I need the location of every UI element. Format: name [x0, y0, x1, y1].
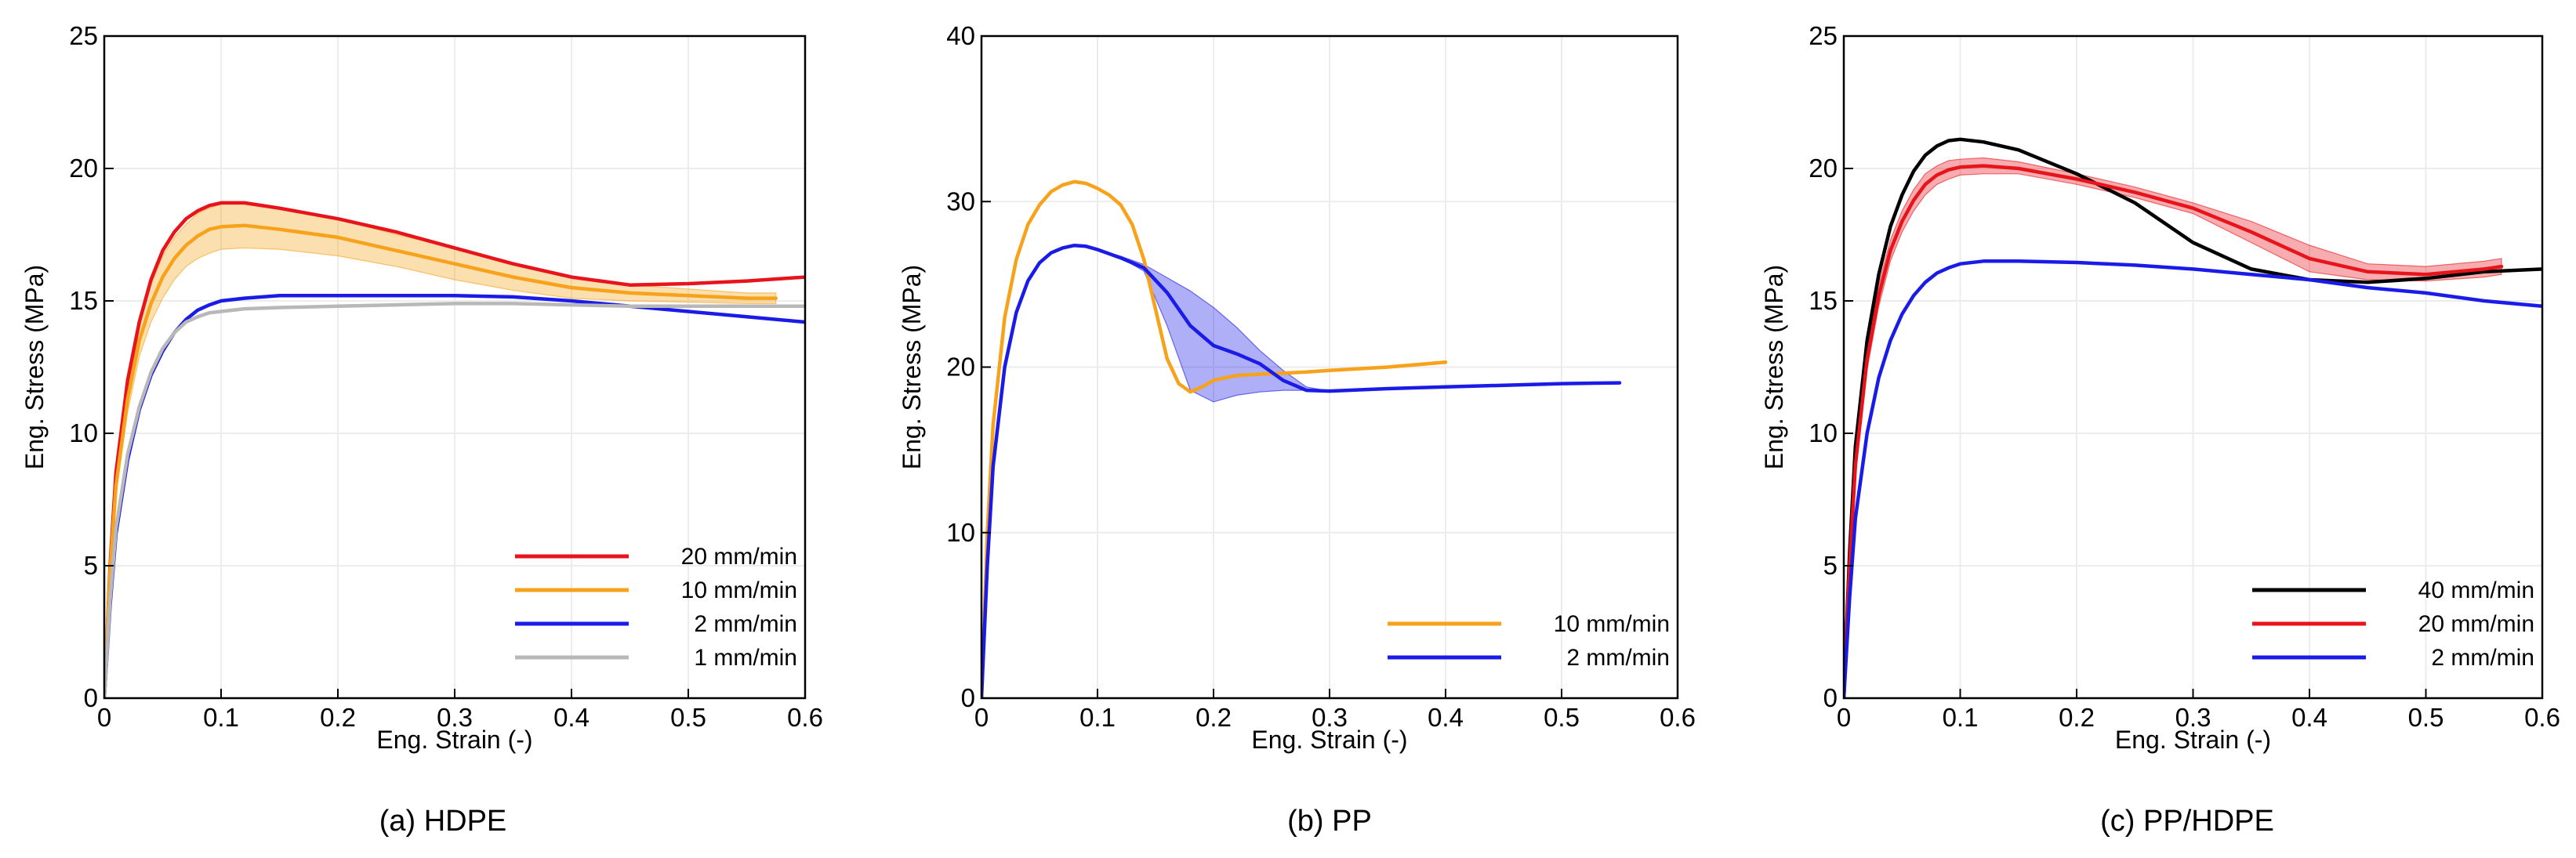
x-tick-label: 0.1 [1079, 703, 1116, 732]
legend-label: 10 mm/min [681, 577, 797, 603]
x-axis-title: Eng. Strain (-) [1251, 726, 1407, 754]
legend-label: 2 mm/min [694, 611, 797, 637]
series-line-2-mm-min [1844, 259, 2542, 698]
x-tick-label: 0 [974, 703, 989, 732]
x-axis-title: Eng. Strain (-) [2115, 726, 2271, 754]
y-tick-label: 0 [84, 683, 98, 712]
chart-panel-2: 0 0.1 0.2 0.3 0.4 0.5 0.6 0 10 20 30 40 Eng. Strain … [898, 21, 1696, 838]
x-tick-label: 0.3 [437, 703, 473, 732]
y-tick-label: 20 [1809, 154, 1838, 183]
y-tick-label: 10 [1809, 418, 1838, 447]
y-tick-label: 15 [69, 286, 98, 315]
x-tick-label: 0.6 [2524, 703, 2560, 732]
x-tick-label: 0.1 [1943, 703, 1979, 732]
x-tick-label: 0.3 [1312, 703, 1348, 732]
legend: 40 mm/min 20 mm/min 2 mm/min [2252, 577, 2534, 671]
x-tick-label: 0.5 [2408, 703, 2444, 732]
x-tick-label: 0.5 [670, 703, 706, 732]
y-tick-label: 40 [946, 21, 975, 50]
series-line-2-mm-min [981, 243, 1622, 698]
panel-caption: (b) PP [1287, 805, 1372, 838]
x-tick-label: 0.5 [1544, 703, 1580, 732]
y-tick-label: 20 [69, 154, 98, 183]
data-layer [1844, 137, 2542, 698]
series-line-1-mm-min [104, 302, 805, 698]
x-tick-label: 0.4 [1428, 703, 1464, 732]
y-tick-label: 0 [1823, 683, 1838, 712]
y-axis-title: Eng. Stress (MPa) [20, 265, 49, 469]
x-tick-label: 0.3 [2175, 703, 2211, 732]
x-tick-label: 0.4 [2291, 703, 2327, 732]
data-layer [104, 201, 805, 698]
y-tick-label: 10 [69, 418, 98, 447]
legend-label: 20 mm/min [2418, 611, 2534, 637]
y-axis-title: Eng. Stress (MPa) [898, 265, 926, 469]
y-tick-label: 25 [1809, 21, 1838, 50]
chart-panel-1: 0 0.1 0.2 0.3 0.4 0.5 0.6 0 5 10 15 20 25 Eng. Strain… [20, 21, 823, 838]
x-tick-label: 0.2 [2059, 703, 2095, 732]
x-tick-label: 0 [97, 703, 111, 732]
x-tick-label: 0.6 [1660, 703, 1696, 732]
legend-label: 2 mm/min [1566, 645, 1670, 671]
y-tick-label: 20 [946, 353, 975, 382]
x-tick-label: 0.6 [787, 703, 823, 732]
x-axis-title: Eng. Strain (-) [376, 726, 532, 754]
series-line-20-mm-min [104, 201, 805, 698]
x-tick-label: 0.4 [553, 703, 590, 732]
y-tick-label: 10 [946, 518, 975, 547]
legend: 20 mm/min 10 mm/min 2 mm/min 1 mm/min [515, 544, 797, 671]
legend-label: 1 mm/min [694, 645, 797, 671]
legend: 10 mm/min 2 mm/min [1388, 611, 1670, 671]
legend-label: 20 mm/min [681, 544, 797, 570]
y-tick-label: 30 [946, 186, 975, 215]
y-tick-label: 5 [84, 551, 98, 580]
x-tick-label: 0.1 [203, 703, 239, 732]
legend-label: 40 mm/min [2418, 577, 2534, 603]
panel-caption: (a) HDPE [379, 805, 507, 838]
y-tick-label: 25 [69, 21, 98, 50]
legend-label: 10 mm/min [1554, 611, 1670, 637]
chart-panel-3: 0 0.1 0.2 0.3 0.4 0.5 0.6 0 5 10 15 20 25 Eng. Strain… [1760, 21, 2560, 838]
data-layer [981, 179, 1622, 698]
x-tick-label: 0 [1837, 703, 1851, 732]
x-tick-label: 0.2 [320, 703, 356, 732]
y-axis-title: Eng. Stress (MPa) [1760, 265, 1788, 469]
series-line-10-mm-min [981, 179, 1448, 698]
y-tick-label: 5 [1823, 551, 1838, 580]
series-line-20-mm-min [1844, 164, 2504, 698]
panel-caption: (c) PP/HDPE [2100, 805, 2274, 838]
legend-label: 2 mm/min [2431, 645, 2534, 671]
x-tick-label: 0.2 [1195, 703, 1232, 732]
y-tick-label: 15 [1809, 286, 1838, 315]
series-line-10-mm-min [104, 223, 778, 698]
y-tick-label: 0 [961, 683, 975, 712]
